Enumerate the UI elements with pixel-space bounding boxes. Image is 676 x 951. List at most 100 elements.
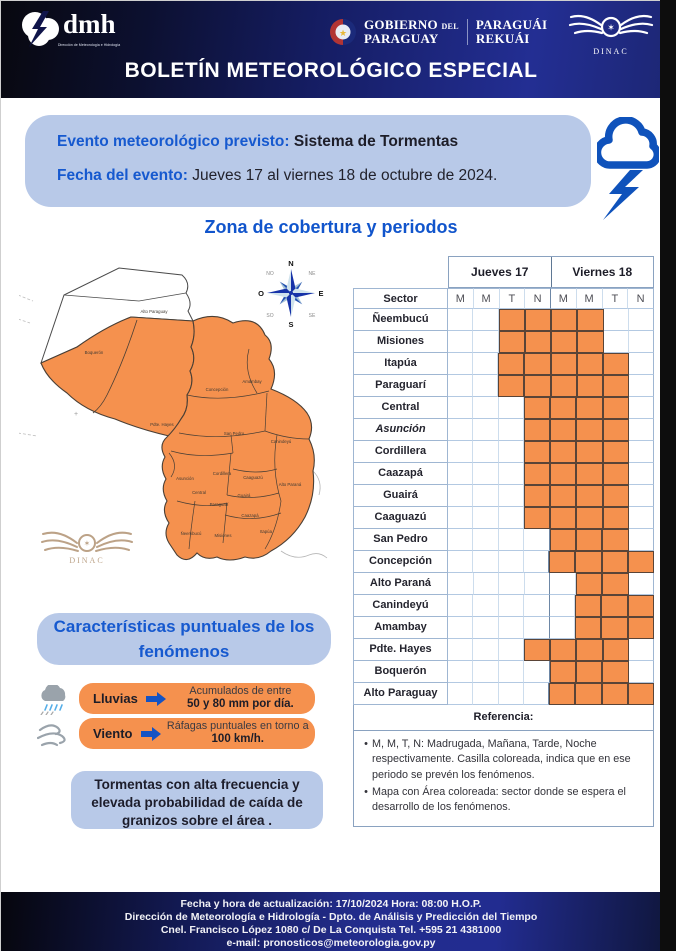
gov-logo-divider [466,19,468,45]
storm-cloud-icon [597,117,659,220]
table-row: Asunción [353,419,654,441]
dmh-cloud-lightning-icon [22,11,59,47]
period-cell-active [627,683,654,705]
period-cell [628,309,654,331]
period-cell [473,331,499,353]
period-cell-active [524,309,551,331]
period-cell-active [524,331,551,353]
period-cell [603,331,629,353]
period-cell-active [575,683,602,705]
period-cell-active [627,595,654,617]
event-date-line: Fecha del evento: Jueves 17 al viernes 1… [57,167,497,185]
table-row: Central [353,397,654,419]
map-department-label: Cordillera [213,471,232,476]
period-cell-active [602,463,629,485]
period-cell-active [602,529,629,551]
period-cell [448,309,474,331]
period-cell [473,529,499,551]
period-cell [499,573,525,595]
period-cell [549,617,575,639]
svg-text:S: S [288,320,293,329]
period-cell [448,441,474,463]
period-cell [448,463,474,485]
period-cell [603,309,629,331]
sector-label-cell: Central [353,397,448,419]
period-cell [498,419,524,441]
period-cell-active [576,419,603,441]
map-department-label: Ñeembucú [181,531,202,536]
period-header-cell: T [499,288,526,309]
wind-icon [37,724,66,747]
period-cell [524,661,550,683]
map-department-label: Caaguazú [243,475,263,480]
period-cell-active [576,397,603,419]
gov-logo-gn: PARAGUÁI REKUÁI [475,17,548,46]
day-header-cell: Viernes 18 [550,257,654,287]
period-cell-active [576,463,603,485]
period-cell [628,331,654,353]
period-cell-active [575,661,603,683]
svg-text:O: O [258,289,264,298]
period-cell-active [601,551,628,573]
period-cell-active [602,419,629,441]
table-row: Caaguazú [353,507,654,529]
map-department-label: Boquerón [85,350,104,355]
period-cell-active [602,507,629,529]
period-cell [549,595,575,617]
dinac-logo-label: DINAC [593,47,629,56]
period-cell-active [549,529,576,551]
period-cell [473,485,499,507]
period-cell-active [498,375,525,397]
svg-text:★: ★ [339,28,347,38]
dinac-logo: ✶ DINAC [567,9,655,61]
period-cell [448,353,474,375]
period-header-cell: M [576,288,603,309]
reference-item: • M, M, T, N: Madrugada, Mañana, Tarde, N… [364,738,631,781]
period-cell-active [550,419,577,441]
period-cell [473,661,499,683]
period-cell-active [574,617,602,639]
event-label: Evento meteorológico previsto: [57,133,290,150]
sector-label-cell: Caaguazú [353,507,448,529]
dmh-logo-text: dmh [63,9,116,39]
period-cell-active [550,397,577,419]
period-cell-active [550,441,577,463]
table-row: Alto Paraguay [353,683,654,705]
sector-label-cell: Asunción [353,419,448,441]
map-department-label: Amambay [242,379,262,384]
sector-label-cell: Alto Paraná [353,573,448,595]
period-cell [448,551,474,573]
period-cell-active [576,353,603,375]
period-header-cell: N [628,288,654,309]
period-cell [628,661,654,683]
period-cell-active [575,573,602,595]
period-cell-active [550,485,577,507]
period-cell-active [601,595,628,617]
table-row: Cordillera [353,441,654,463]
dmh-logo: dmh Dirección de Meteorología e Hidrolog… [19,7,149,59]
table-row: Itapúa [353,353,654,375]
bulletin-title: BOLETÍN METEOROLÓGICO ESPECIAL [124,59,538,82]
event-value: Sistema de Tormentas [293,133,459,150]
day-header-cell: Jueves 17 [471,265,529,279]
footer-email-line: e-mail: pronosticos@meteorologia.gov.py [226,937,436,949]
period-cell-active [576,441,603,463]
period-cell [448,485,474,507]
period-cell-active [602,441,629,463]
period-cell-active [576,639,603,661]
period-cell [550,573,576,595]
period-cell-active [550,463,577,485]
period-cell-active [549,661,576,683]
table-row: Alto Paraná [353,573,654,595]
period-cell-active [575,529,603,551]
table-row: Paraguarí [353,375,654,397]
period-cell-active [602,485,629,507]
period-cell [473,639,499,661]
map-department-label: Paraguarí [210,502,230,507]
period-cell-active [602,353,629,375]
period-cell-active [576,507,603,529]
period-cell [628,441,654,463]
sector-label-cell: Boquerón [353,661,448,683]
period-cell [628,463,654,485]
